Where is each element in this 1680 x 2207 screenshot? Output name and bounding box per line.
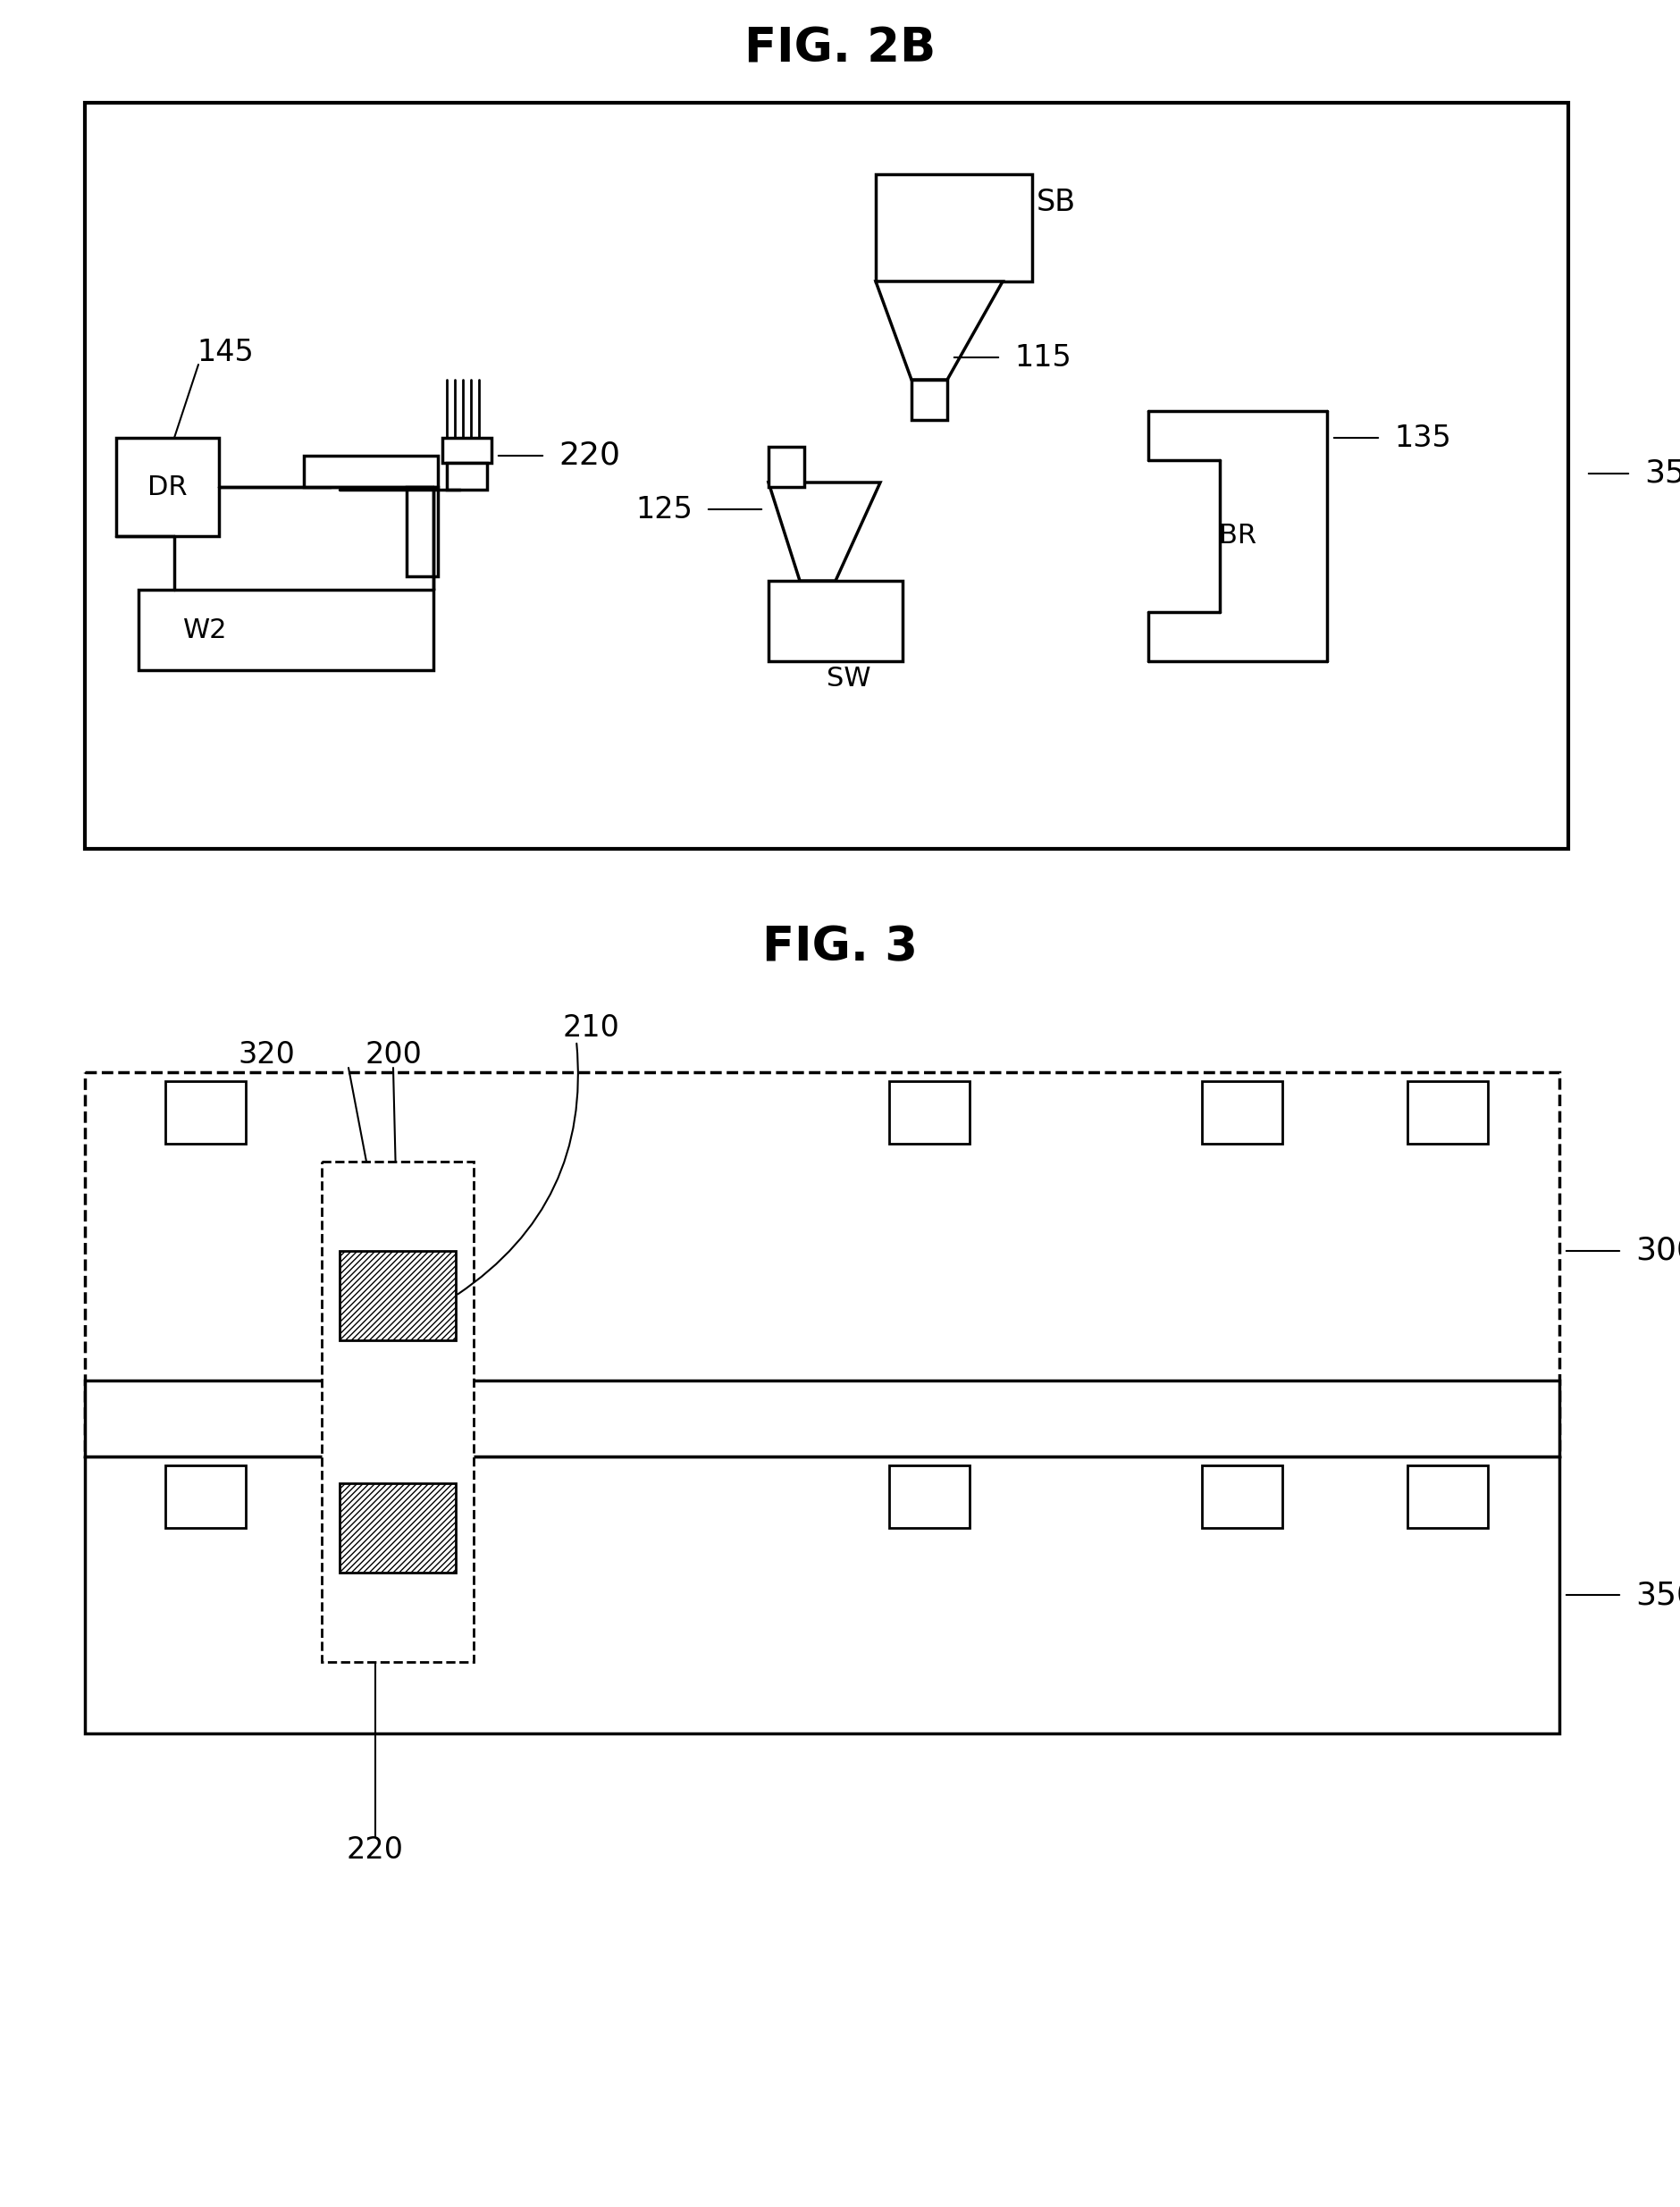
Bar [889, 1081, 969, 1143]
Bar [889, 1465, 969, 1527]
Text: SW: SW [827, 667, 870, 691]
Text: 145: 145 [197, 338, 254, 369]
Bar [875, 174, 1032, 282]
Text: 125: 125 [635, 494, 692, 523]
Bar [1201, 1081, 1282, 1143]
Polygon shape [768, 483, 880, 580]
Text: 350: 350 [1645, 459, 1680, 488]
Text: SB: SB [1037, 188, 1075, 216]
Bar [1408, 1081, 1488, 1143]
Text: 350: 350 [1635, 1580, 1680, 1611]
Bar [86, 104, 1569, 850]
Bar [86, 1073, 1559, 1457]
Bar [165, 1465, 245, 1527]
Bar [339, 1483, 455, 1574]
Text: 210: 210 [563, 1013, 620, 1042]
Text: 220: 220 [558, 441, 620, 470]
Bar [165, 1081, 245, 1143]
Text: 320: 320 [239, 1039, 296, 1068]
Bar [1201, 1465, 1282, 1527]
Text: 300: 300 [1635, 1236, 1680, 1267]
Bar [768, 446, 805, 488]
Text: 135: 135 [1394, 424, 1452, 452]
Bar [321, 1161, 474, 1662]
Text: W2: W2 [183, 618, 227, 642]
Text: BR: BR [1218, 523, 1257, 550]
Polygon shape [875, 282, 1003, 380]
Text: FIG. 3: FIG. 3 [763, 925, 917, 971]
Text: FIG. 2B: FIG. 2B [744, 26, 936, 73]
Bar [86, 1457, 1559, 1732]
Bar [407, 488, 438, 576]
Text: 115: 115 [1015, 342, 1072, 373]
Bar [442, 437, 492, 463]
Text: DR: DR [148, 475, 188, 501]
FancyArrowPatch shape [459, 1044, 578, 1293]
Bar [86, 1382, 1559, 1457]
Bar [1408, 1465, 1488, 1527]
Bar [339, 1251, 455, 1340]
Bar [912, 380, 948, 419]
Bar [138, 589, 433, 671]
Bar [304, 455, 438, 488]
Bar [768, 580, 902, 662]
Text: 220: 220 [346, 1834, 403, 1865]
Text: 200: 200 [365, 1039, 422, 1068]
Bar [116, 437, 218, 536]
Bar [447, 463, 487, 490]
